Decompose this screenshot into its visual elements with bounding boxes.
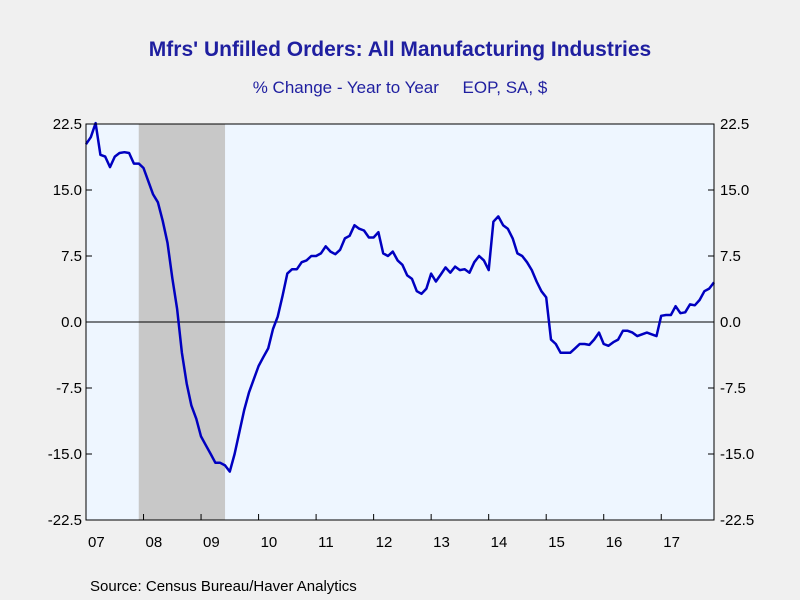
x-tick-label: 09 [203, 534, 220, 551]
y-tick-label-left: -15.0 [48, 446, 82, 463]
y-tick-label-left: 15.0 [53, 182, 82, 199]
y-tick-label-left: -22.5 [48, 512, 82, 529]
chart-title: Mfrs' Unfilled Orders: All Manufacturing… [148, 38, 652, 61]
y-tick-label-right: 7.5 [720, 248, 741, 265]
y-tick-label-right: -7.5 [720, 380, 746, 397]
x-tick-label: 08 [146, 534, 163, 551]
y-tick-label-right: 15.0 [720, 182, 749, 199]
x-tick-label: 12 [376, 534, 393, 551]
y-tick-label-left: 0.0 [61, 314, 82, 331]
y-tick-label-right: 22.5 [720, 116, 749, 133]
x-tick-label: 10 [261, 534, 278, 551]
x-tick-label: 16 [606, 534, 623, 551]
y-tick-label-right: 0.0 [720, 314, 741, 331]
x-tick-label: 14 [491, 534, 508, 551]
source-note: Source: Census Bureau/Haver Analytics [90, 578, 357, 595]
y-tick-label-left: 7.5 [61, 248, 82, 265]
x-tick-label: 15 [548, 534, 565, 551]
y-tick-label-left: 22.5 [53, 116, 82, 133]
chart-subtitle: % Change - Year to Year EOP, SA, $ [252, 78, 548, 97]
x-tick-label: 17 [663, 534, 680, 551]
x-tick-label: 13 [433, 534, 450, 551]
y-tick-label-right: -15.0 [720, 446, 754, 463]
x-tick-label: 07 [88, 534, 105, 551]
y-tick-label-left: -7.5 [56, 380, 82, 397]
y-tick-label-right: -22.5 [720, 512, 754, 529]
series-line-0 [84, 121, 715, 473]
x-tick-label: 11 [318, 534, 334, 551]
